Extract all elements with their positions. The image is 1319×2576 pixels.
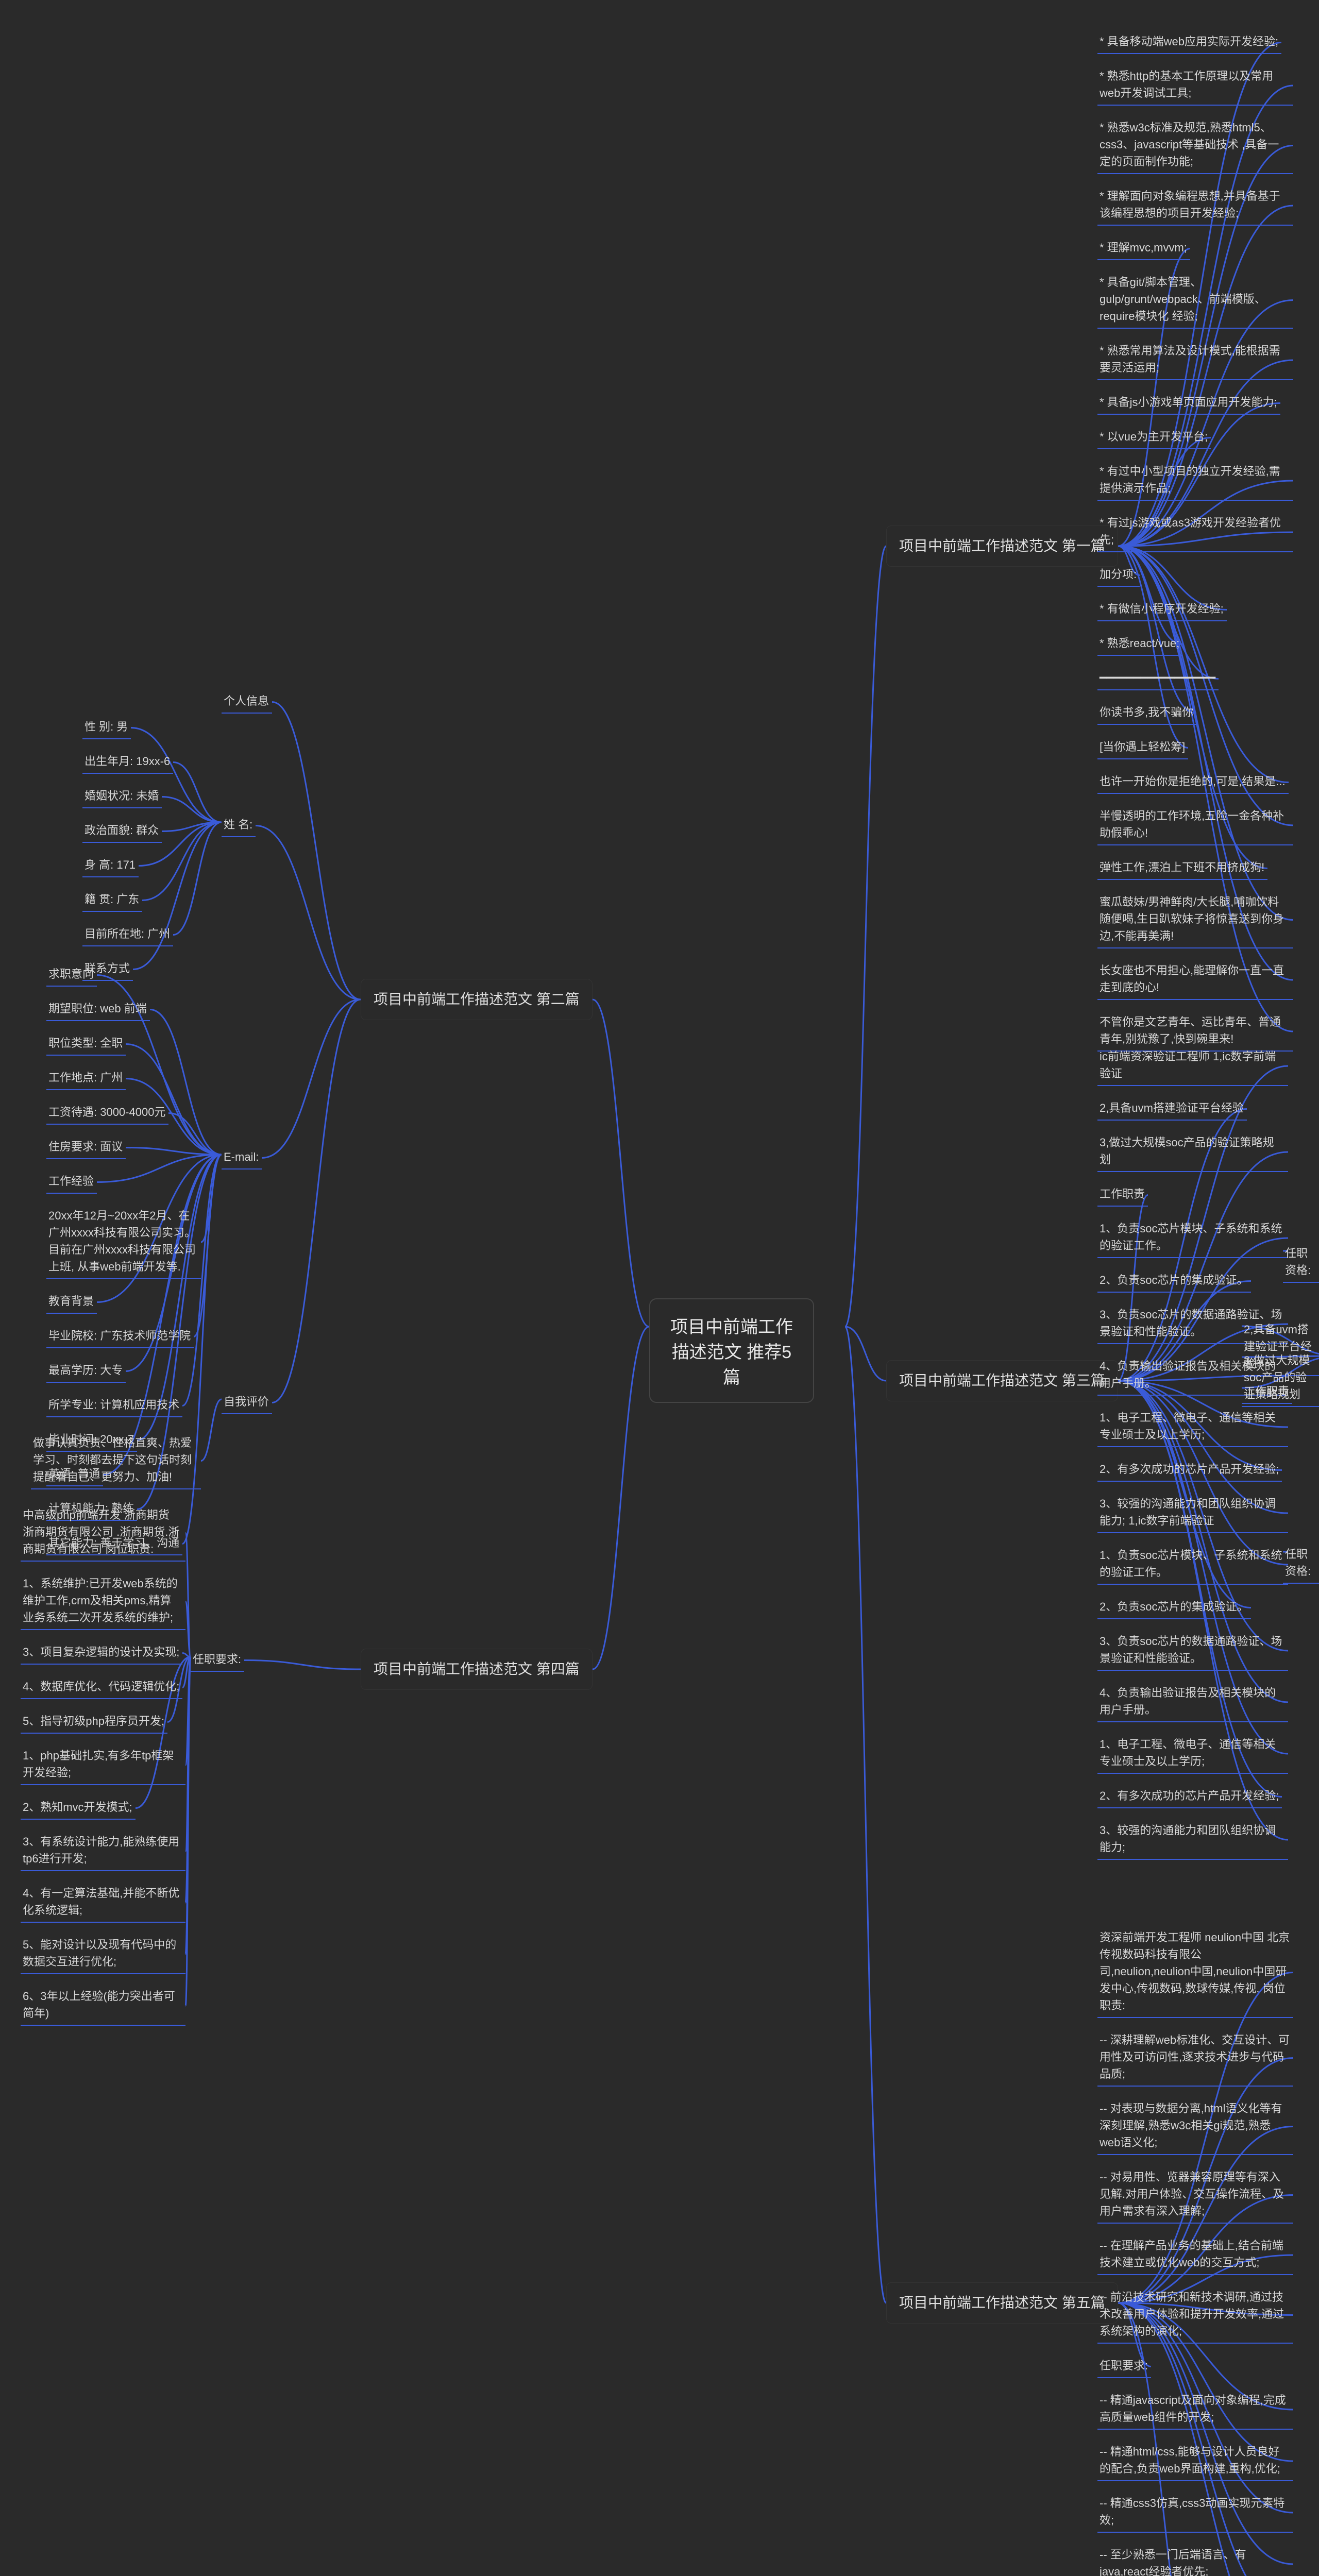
b3-leaf-8: 1、电子工程、微电子、通信等相关专业硕士及以上学历;	[1097, 1407, 1288, 1447]
b5-leaf-5: -- 前沿技术研究和新技术调研,通过技术改善用户体验和提升开发效率,通过系统架构…	[1097, 2286, 1293, 2344]
b4-leaf-2: 3、项目复杂逻辑的设计及实现;	[21, 1641, 182, 1665]
b2-email-leaf-9: 毕业院校: 广东技术师范学院	[46, 1325, 194, 1348]
b3-leaf-9: 2、有多次成功的芯片产品开发经验;	[1097, 1459, 1282, 1482]
b1-leaf-5: * 具备git/脚本管理、gulp/grunt/webpack、前端模版、req…	[1097, 272, 1293, 329]
b2-name-leaf-6: 目前所在地: 广州	[82, 923, 173, 946]
b4-leaf-8: 4、有一定算法基础,并能不断优化系统逻辑;	[21, 1883, 185, 1923]
b2-email-leaf-5: 住房要求: 面议	[46, 1136, 126, 1159]
b1-leaf-0: * 具备移动端web应用实际开发经验;	[1097, 31, 1281, 54]
b2-email-leaf-6: 工作经验	[46, 1171, 97, 1194]
b3-leaf-2: 3,做过大规模soc产品的验证策略规划	[1097, 1132, 1288, 1172]
b2-email-leaf-4: 工资待遇: 3000-4000元	[46, 1101, 168, 1125]
b1-leaf-3: * 理解面向对象编程思想,并具备基于该编程思想的项目开发经验;	[1097, 185, 1293, 226]
b3-leaf-17: 3、较强的沟通能力和团队组织协调能力;	[1097, 1820, 1288, 1860]
b3-leaf-13: 3、负责soc芯片的数据通路验证、场景验证和性能验证。	[1097, 1631, 1288, 1671]
b2-email-leaf-8: 教育背景	[46, 1291, 97, 1314]
b4-leaf-3: 4、数据库优化、代码逻辑优化;	[21, 1676, 182, 1699]
b3-leaf-12: 2、负责soc芯片的集成验证。	[1097, 1596, 1251, 1619]
branch-b5: 项目中前端工作描述范文 第五篇	[886, 2282, 1118, 2324]
b2-name-leaf-1: 出生年月: 19xx-6	[82, 751, 173, 774]
b2-email-leaf-11: 所学专业: 计算机应用技术	[46, 1394, 182, 1417]
b1-leaf-1: * 熟悉http的基本工作原理以及常用web开发调试工具;	[1097, 65, 1293, 106]
b5-leaf-8: -- 精通html/css,能够与设计人员良好的配合,负责web界面构建,重构,…	[1097, 2441, 1293, 2481]
b4-leaf-10: 6、3年以上经验(能力突出者可简年)	[21, 1986, 185, 2026]
b1-leaf-17: 也许一开始你是拒绝的,可是,结果是...	[1097, 771, 1289, 794]
b2-s_email: E-mail:	[222, 1146, 262, 1170]
b4-leaf-9: 5、能对设计以及现有代码中的数据交互进行优化;	[21, 1934, 185, 1974]
b2-s_name: 姓 名:	[222, 814, 256, 837]
b2-name-leaf-3: 政治面貌: 群众	[82, 820, 162, 843]
b5-leaf-6: 任职要求:	[1097, 2355, 1151, 2378]
branch-b1: 项目中前端工作描述范文 第一篇	[886, 526, 1118, 567]
b1-leaf-19: 弹性工作,漂泊上下班不用挤成狗!	[1097, 857, 1267, 880]
b3-leaf-11: 1、负责soc芯片模块、子系统和系统的验证工作。	[1097, 1545, 1288, 1585]
b3-leaf-0: ic前端资深验证工程师 1,ic数字前端验证	[1097, 1046, 1288, 1086]
b1-leaf-13: * 熟悉react/vue;	[1097, 633, 1182, 656]
b2-name-leaf-2: 婚姻状况: 未婚	[82, 785, 162, 808]
b2-self-leaf-0: 做事认真负责、性格直爽、热爱学习、时刻都去提下这句话时刻提醒着自己、更努力、加油…	[31, 1432, 201, 1489]
b3-sub1: 任职资格:	[1283, 1243, 1319, 1283]
b5-leaf-1: -- 深耕理解web标准化、交互设计、可用性及可访问性,逐求技术进步与代码品质;	[1097, 2029, 1293, 2087]
root-node: 项目中前端工作描述范文 推荐5篇	[649, 1298, 814, 1403]
b2-email-leaf-10: 最高学历: 大专	[46, 1360, 126, 1383]
b3-leaf-14: 4、负责输出验证报告及相关模块的用户手册。	[1097, 1682, 1288, 1722]
b1-leaf-9: * 有过中小型项目的独立开发经验,需提供演示作品;	[1097, 461, 1293, 501]
b1-leaf-18: 半慢透明的工作环境,五险一金各种补助假乖心!	[1097, 805, 1293, 845]
b5-leaf-2: -- 对表现与数据分离,html语义化等有深刻理解,熟悉w3c相关gi规范,熟悉…	[1097, 2098, 1293, 2155]
b3-leaf-4: 1、负责soc芯片模块、子系统和系统的验证工作。	[1097, 1218, 1288, 1258]
b3-leaf-10: 3、较强的沟通能力和团队组织协调能力; 1,ic数字前端验证	[1097, 1493, 1288, 1533]
b4-leaf-1: 1、系统维护:已开发web系统的维护工作,crm及相关pms,精算业务系统二次开…	[21, 1573, 185, 1630]
b5-leaf-4: -- 在理解产品业务的基础上,结合前端技术建立或优化web的交互方式;	[1097, 2235, 1293, 2275]
b2-email-leaf-7: 20xx年12月~20xx年2月、在广州xxxx科技有限公司实习。目前在广州xx…	[46, 1205, 201, 1279]
b2-s_self: 自我评价	[222, 1391, 272, 1414]
b1-leaf-11: 加分项:	[1097, 564, 1140, 587]
b2-name-leaf-4: 身 高: 171	[82, 854, 139, 877]
b1-leaf-16: [当你遇上轻松筹]	[1097, 736, 1188, 759]
branch-b3: 项目中前端工作描述范文 第三篇	[886, 1360, 1118, 1401]
b4-leaf-5: 1、php基础扎实,有多年tp框架开发经验;	[21, 1745, 185, 1785]
b1-leaf-10: * 有过js游戏或as3游戏开发经验者优先;	[1097, 512, 1293, 552]
b3-sub1-leaf-2: 工作职责	[1242, 1381, 1292, 1404]
b3-leaf-5: 2、负责soc芯片的集成验证。	[1097, 1269, 1251, 1293]
b1-leaf-6: * 熟悉常用算法及设计模式,能根据需要灵活运用;	[1097, 340, 1293, 380]
branch-b2: 项目中前端工作描述范文 第二篇	[361, 979, 593, 1020]
b2-email-leaf-0: 求职意向	[46, 963, 97, 987]
b1-leaf-4: * 理解mvc,mvvm;	[1097, 237, 1190, 260]
b5-leaf-0: 资深前端开发工程师 neulion中国 北京传视数码科技有限公司,neulion…	[1097, 1927, 1293, 2018]
b3-leaf-1: 2,具备uvm搭建验证平台经验	[1097, 1097, 1247, 1121]
b4-leaf-6: 2、熟知mvc开发模式;	[21, 1797, 136, 1820]
b3-leaf-16: 2、有多次成功的芯片产品开发经验;	[1097, 1785, 1282, 1808]
b5-leaf-7: -- 精通javascript及面向对象编程,完成高质量web组件的开发;	[1097, 2389, 1293, 2430]
b4-leaf-7: 3、有系统设计能力,能熟练使用tp6进行开发;	[21, 1831, 185, 1871]
b2-name-leaf-0: 性 别: 男	[82, 716, 131, 739]
b2-email-leaf-1: 期望职位: web 前端	[46, 998, 150, 1021]
b3-sub2: 任职资格:	[1283, 1544, 1319, 1584]
b5-leaf-9: -- 精通css3仿真,css3动画实现元素特效;	[1097, 2493, 1293, 2533]
b1-leaf-2: * 熟悉w3c标准及规范,熟悉html5、css3、javascript等基础技…	[1097, 117, 1293, 174]
b3-leaf-15: 1、电子工程、微电子、通信等相关专业硕士及以上学历;	[1097, 1734, 1288, 1774]
b2-email-leaf-2: 职位类型: 全职	[46, 1032, 126, 1056]
b4-leaf-0: 中高级php前端开发 浙商期货 浙商期货有限公司 .浙商期货.浙商期货有限公司 …	[21, 1504, 185, 1562]
b1-leaf-14: ━━━━━━━━━━━━━━━━━	[1097, 667, 1219, 690]
b2-name-leaf-5: 籍 贯: 广东	[82, 889, 142, 912]
b3-leaf-3: 工作职责	[1097, 1183, 1148, 1207]
b5-leaf-10: -- 至少熟悉一门后端语言、有java,react经验者优先;	[1097, 2544, 1293, 2576]
b1-leaf-21: 长女座也不用担心,能理解你一直一直走到底的心!	[1097, 960, 1293, 1000]
branch-b4: 项目中前端工作描述范文 第四篇	[361, 1649, 593, 1690]
b1-leaf-7: * 具备js小游戏单页面应用开发能力;	[1097, 392, 1280, 415]
b1-leaf-20: 蜜瓜鼓妹/男神鲜肉/大长腿,哺咖饮料随便喝,生日趴软妹子将惊喜送到你身边,不能再…	[1097, 891, 1293, 948]
b1-leaf-8: * 以vue为主开发平台;	[1097, 426, 1211, 449]
b4-leaf-4: 5、指导初级php程序员开发;	[21, 1710, 167, 1734]
b2-email-leaf-3: 工作地点: 广州	[46, 1067, 126, 1090]
b4-sub: 任职要求:	[191, 1649, 244, 1672]
b2-s_info: 个人信息	[222, 690, 272, 714]
b5-leaf-3: -- 对易用性、览器兼容原理等有深入见解.对用户体验、交互操作流程、及用户需求有…	[1097, 2166, 1293, 2224]
b1-leaf-15: 你读书多,我不骗你	[1097, 702, 1196, 725]
b1-leaf-12: * 有微信小程序开发经验;	[1097, 598, 1227, 621]
